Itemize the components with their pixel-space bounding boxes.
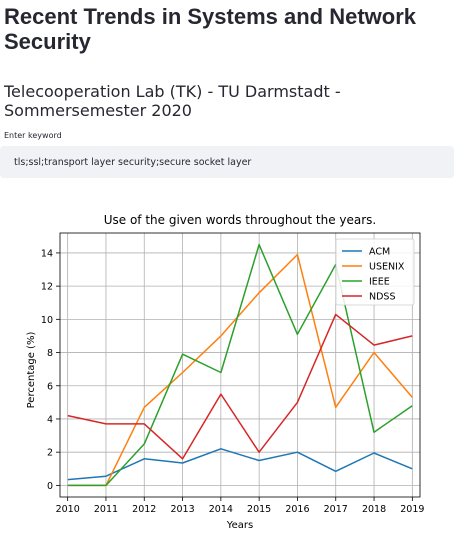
y-tick-label: 2 (47, 448, 53, 459)
y-tick-label: 0 (47, 481, 53, 492)
x-tick-label: 2012 (132, 504, 156, 515)
x-tick-label: 2014 (209, 504, 233, 515)
y-tick-label: 6 (47, 381, 53, 392)
x-tick-label: 2013 (170, 504, 194, 515)
y-axis-label: Percentage (%) (26, 332, 37, 409)
x-tick-label: 2011 (94, 504, 118, 515)
legend-label-usenix: USENIX (369, 262, 405, 273)
chart-title: Use of the given words throughout the ye… (104, 213, 377, 227)
x-axis-label: Years (226, 520, 253, 531)
page-subtitle: Telecooperation Lab (TK) - TU Darmstadt … (4, 82, 452, 120)
x-tick-label: 2018 (362, 504, 386, 515)
x-tick-label: 2016 (285, 504, 309, 515)
x-tick-label: 2019 (400, 504, 424, 515)
series-line-ndss (68, 314, 413, 458)
legend-label-ieee: IEEE (369, 277, 390, 288)
y-tick-label: 4 (47, 414, 53, 425)
y-tick-label: 10 (41, 315, 53, 326)
legend-label-acm: ACM (369, 247, 390, 258)
x-tick-label: 2010 (56, 504, 80, 515)
series-line-acm (68, 449, 413, 480)
trend-line-chart: Use of the given words throughout the ye… (0, 205, 454, 537)
x-tick-label: 2015 (247, 504, 271, 515)
y-tick-label: 12 (41, 282, 53, 293)
x-tick-label: 2017 (324, 504, 348, 515)
y-tick-label: 8 (47, 348, 53, 359)
page-title: Recent Trends in Systems and Network Sec… (4, 4, 452, 54)
keyword-label: Enter keyword (4, 131, 62, 141)
keyword-input[interactable] (0, 146, 454, 178)
legend-label-ndss: NDSS (369, 292, 395, 303)
y-tick-label: 14 (41, 248, 53, 259)
